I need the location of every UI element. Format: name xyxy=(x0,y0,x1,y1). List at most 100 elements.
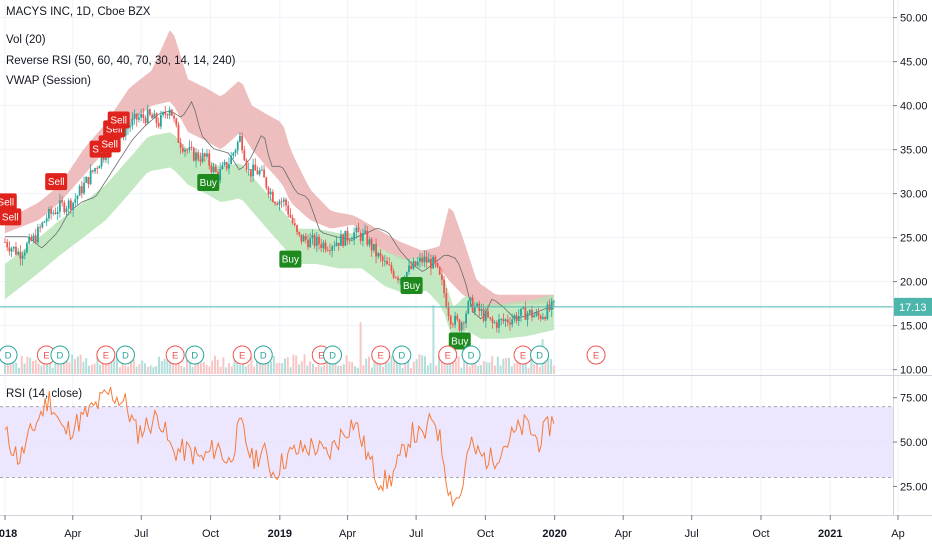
candle-body xyxy=(159,114,162,127)
event-circle xyxy=(461,345,481,365)
volume-bar xyxy=(163,358,166,374)
volume-bar xyxy=(205,364,208,374)
vwap-legend[interactable]: VWAP (Session) xyxy=(6,75,91,87)
candle-body xyxy=(8,247,11,252)
volume-bar xyxy=(188,359,191,374)
candle-body xyxy=(353,232,356,241)
volume-bar xyxy=(530,357,533,374)
volume-bar xyxy=(286,357,289,374)
volume-bar xyxy=(452,358,454,374)
candle-body xyxy=(48,209,50,219)
candle-body xyxy=(179,142,182,148)
candle-body xyxy=(535,312,538,316)
candle-body xyxy=(166,114,169,116)
volume-bar xyxy=(337,365,340,374)
candle-body xyxy=(243,150,246,161)
vwap-line xyxy=(5,100,555,320)
event-circle xyxy=(232,345,252,365)
chart-title: MACYS INC, 1D, Cboe BZX xyxy=(6,6,151,18)
signal-box xyxy=(448,332,471,350)
volume-bar xyxy=(253,366,256,374)
volume-bar xyxy=(275,363,278,374)
candle-body xyxy=(550,301,553,310)
volume-bar xyxy=(440,358,443,374)
reverse-rsi-legend[interactable]: Reverse RSI (50, 60, 40, 70, 30, 14, 14,… xyxy=(6,55,236,67)
candle-body xyxy=(302,236,305,242)
volume-bar xyxy=(376,362,379,374)
volume-bar xyxy=(191,366,194,374)
candle-body xyxy=(162,112,164,115)
volume-bar xyxy=(359,322,362,374)
candle-body xyxy=(465,313,467,324)
candle-body xyxy=(304,236,307,240)
earnings-marker: E xyxy=(513,345,533,365)
volume-legend[interactable]: Vol (20) xyxy=(6,34,46,46)
candle-body xyxy=(544,317,547,320)
volume-bar xyxy=(345,355,348,374)
candle-body xyxy=(232,152,235,156)
volume-bar xyxy=(183,367,186,374)
volume-bar xyxy=(373,357,376,374)
earnings-marker: E xyxy=(96,345,116,365)
signal-box xyxy=(0,193,17,211)
candle-body xyxy=(276,203,279,205)
volume-bar xyxy=(533,364,536,374)
candle-body xyxy=(346,230,349,241)
candle-body xyxy=(94,168,96,172)
rsi-legend[interactable]: RSI (14, close) xyxy=(6,388,83,400)
volume-bar xyxy=(113,358,116,374)
earnings-marker: E xyxy=(586,345,606,365)
volume-bar xyxy=(488,362,491,374)
price-tick-label: 15.00 xyxy=(900,321,928,333)
candle-body xyxy=(364,230,366,233)
volume-bar xyxy=(242,355,244,374)
volume-bar xyxy=(32,360,34,374)
candle-body xyxy=(219,169,222,181)
event-letter: D xyxy=(122,351,129,362)
candle-body xyxy=(228,164,230,169)
candle-body xyxy=(318,236,320,245)
volume-bar xyxy=(516,357,519,374)
candle-body xyxy=(414,261,417,266)
volume-bar xyxy=(18,367,20,374)
dividend-marker: D xyxy=(461,345,481,365)
candle-body xyxy=(146,109,149,124)
sell-signal: Sell xyxy=(0,208,22,226)
candle-body xyxy=(443,279,446,294)
candle-body xyxy=(383,260,386,262)
candle-body xyxy=(236,141,239,151)
volume-bar xyxy=(104,364,107,374)
event-circle xyxy=(185,345,205,365)
event-letter: E xyxy=(378,351,384,362)
volume-bar xyxy=(202,361,205,374)
candle-body xyxy=(239,135,241,142)
candle-body xyxy=(377,253,380,257)
volume-bar xyxy=(300,361,303,374)
sell-signal: Sell xyxy=(45,173,68,191)
volume-bar xyxy=(384,354,387,374)
candle-body xyxy=(91,170,94,172)
buy-signal: Buy xyxy=(400,277,423,294)
volume-bar xyxy=(424,356,426,374)
signal-label: Sell xyxy=(101,139,118,150)
volume-bar xyxy=(219,366,222,374)
candle-body xyxy=(432,256,435,269)
candle-body xyxy=(342,234,345,246)
volume-bar xyxy=(379,362,382,374)
candle-body xyxy=(124,128,127,136)
time-tick-label: Jul xyxy=(409,528,423,540)
dividend-marker: D xyxy=(0,345,18,365)
candle-body xyxy=(254,164,257,171)
candle-body xyxy=(135,113,138,120)
event-circle xyxy=(438,345,458,365)
candle-body xyxy=(271,191,274,203)
signal-box xyxy=(98,135,121,153)
volume-bar xyxy=(127,366,130,374)
event-letter: E xyxy=(593,351,599,362)
event-letter: E xyxy=(318,351,324,362)
volume-bar xyxy=(328,358,331,374)
volume-bar xyxy=(317,365,320,374)
candle-body xyxy=(221,164,224,170)
